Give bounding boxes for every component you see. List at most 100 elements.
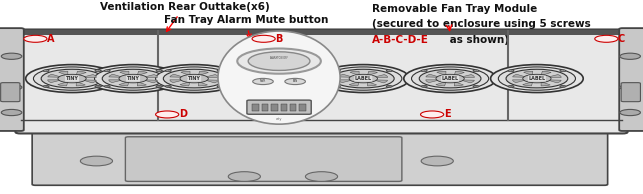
- Circle shape: [404, 65, 496, 93]
- Text: Fan Tray Alarm Mute button: Fan Tray Alarm Mute button: [164, 15, 329, 38]
- Circle shape: [237, 48, 321, 74]
- Circle shape: [148, 65, 240, 93]
- Wedge shape: [512, 74, 527, 77]
- Circle shape: [444, 77, 457, 81]
- Circle shape: [165, 70, 171, 72]
- Text: LABEL: LABEL: [529, 76, 545, 81]
- FancyBboxPatch shape: [15, 29, 628, 133]
- Circle shape: [80, 156, 113, 166]
- Circle shape: [156, 86, 162, 87]
- Bar: [262, 104, 268, 111]
- Circle shape: [1, 109, 22, 116]
- Wedge shape: [120, 71, 129, 75]
- Circle shape: [508, 70, 514, 72]
- Circle shape: [43, 70, 49, 72]
- Wedge shape: [77, 71, 86, 75]
- Wedge shape: [143, 80, 158, 83]
- Wedge shape: [48, 80, 62, 83]
- Circle shape: [95, 67, 172, 90]
- Text: wty: wty: [276, 117, 282, 121]
- Circle shape: [163, 69, 225, 88]
- Wedge shape: [77, 82, 86, 86]
- Wedge shape: [523, 71, 532, 75]
- Wedge shape: [170, 74, 184, 77]
- Text: (secured to enclosure using 5 screws: (secured to enclosure using 5 screws: [372, 19, 590, 29]
- Circle shape: [560, 86, 566, 87]
- Wedge shape: [170, 80, 184, 83]
- Text: TINY: TINY: [188, 76, 201, 81]
- Circle shape: [285, 78, 305, 85]
- Bar: [271, 104, 278, 111]
- Wedge shape: [109, 74, 123, 77]
- Circle shape: [156, 67, 233, 90]
- Circle shape: [620, 84, 640, 90]
- Circle shape: [217, 70, 223, 72]
- FancyBboxPatch shape: [621, 83, 640, 102]
- Wedge shape: [181, 71, 190, 75]
- FancyBboxPatch shape: [125, 137, 402, 181]
- Wedge shape: [547, 74, 561, 77]
- Wedge shape: [180, 82, 190, 86]
- Text: Ventilation Rear Outtake(x6): Ventilation Rear Outtake(x6): [100, 2, 269, 31]
- Wedge shape: [460, 74, 475, 77]
- Circle shape: [436, 74, 464, 83]
- Circle shape: [386, 70, 392, 72]
- Circle shape: [180, 74, 208, 83]
- Wedge shape: [350, 71, 359, 75]
- Wedge shape: [109, 80, 123, 83]
- Circle shape: [530, 77, 543, 81]
- Circle shape: [620, 53, 640, 59]
- Circle shape: [156, 111, 179, 118]
- Circle shape: [58, 74, 86, 83]
- Circle shape: [412, 67, 489, 90]
- Circle shape: [334, 86, 340, 87]
- Circle shape: [248, 52, 310, 70]
- Wedge shape: [512, 80, 527, 83]
- Circle shape: [325, 67, 402, 90]
- Circle shape: [33, 67, 111, 90]
- Wedge shape: [349, 82, 359, 86]
- Wedge shape: [59, 71, 68, 75]
- Circle shape: [102, 69, 164, 88]
- Wedge shape: [426, 80, 440, 83]
- Circle shape: [252, 35, 275, 42]
- Wedge shape: [426, 74, 440, 77]
- Circle shape: [156, 70, 162, 72]
- Circle shape: [620, 109, 640, 116]
- Text: ALARM/ON/OFF: ALARM/ON/OFF: [269, 56, 289, 60]
- Wedge shape: [368, 82, 377, 86]
- Text: B: B: [275, 34, 282, 44]
- Circle shape: [419, 69, 481, 88]
- Wedge shape: [547, 80, 561, 83]
- Text: E: E: [444, 109, 450, 120]
- Circle shape: [1, 53, 22, 59]
- Circle shape: [421, 156, 453, 166]
- Wedge shape: [138, 82, 147, 86]
- Wedge shape: [455, 82, 464, 86]
- FancyBboxPatch shape: [0, 28, 24, 131]
- Wedge shape: [82, 80, 96, 83]
- Text: LABEL: LABEL: [442, 76, 458, 81]
- Bar: [21, 30, 622, 35]
- Circle shape: [305, 172, 338, 181]
- Wedge shape: [82, 74, 96, 77]
- Circle shape: [506, 69, 568, 88]
- Circle shape: [421, 86, 427, 87]
- Wedge shape: [541, 82, 550, 86]
- Circle shape: [386, 86, 392, 87]
- Wedge shape: [437, 71, 446, 75]
- Circle shape: [498, 67, 575, 90]
- FancyBboxPatch shape: [247, 100, 311, 114]
- Text: C: C: [618, 34, 625, 44]
- Wedge shape: [368, 71, 377, 75]
- Circle shape: [491, 65, 583, 93]
- Wedge shape: [199, 71, 208, 75]
- Wedge shape: [460, 80, 475, 83]
- Circle shape: [421, 70, 427, 72]
- Bar: [253, 104, 259, 111]
- Circle shape: [165, 86, 171, 87]
- Circle shape: [473, 86, 479, 87]
- Bar: [290, 104, 296, 111]
- Wedge shape: [143, 74, 158, 77]
- Circle shape: [127, 77, 140, 81]
